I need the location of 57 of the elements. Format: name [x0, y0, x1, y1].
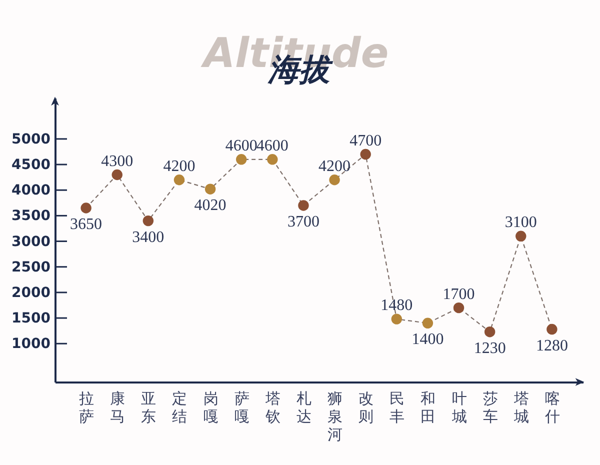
point — [391, 314, 402, 324]
x-tick-label: 喀什 — [544, 390, 560, 426]
point — [422, 318, 434, 329]
x-tick-label: 萨嘎 — [234, 390, 250, 426]
point — [453, 302, 464, 314]
data-label: 4700 — [350, 132, 382, 150]
x-tick-label: 塔钦 — [264, 390, 280, 426]
data-label: 4020 — [194, 197, 226, 214]
x-tick-label: 定结 — [172, 390, 188, 426]
data-label: 1230 — [474, 340, 506, 357]
data-label: 4600 — [225, 137, 258, 154]
y-tick-label: 5000 — [12, 131, 51, 148]
x-tick-label: 民丰 — [390, 390, 405, 426]
data-label: 4200 — [163, 158, 196, 175]
point — [360, 148, 371, 160]
x-tick-label: 和田 — [420, 390, 436, 426]
point — [142, 215, 154, 226]
point — [484, 326, 496, 338]
point — [516, 230, 526, 242]
x-tick-label: 札达 — [296, 390, 312, 426]
point — [204, 184, 216, 194]
x-tick-label: 狮泉河 — [328, 390, 343, 444]
data-label: 4600 — [256, 137, 288, 154]
x-tick-label: 康马 — [110, 390, 126, 426]
data-label: 3400 — [132, 228, 164, 246]
x-tick-label: 改则 — [358, 390, 374, 426]
data-label: 3700 — [287, 213, 320, 230]
point — [267, 154, 278, 165]
x-tick-label: 塔城 — [512, 390, 529, 426]
point — [298, 200, 309, 211]
y-tick-label: 4500 — [12, 157, 51, 174]
data-label: 3100 — [504, 214, 537, 232]
y-tick-label: 1500 — [12, 310, 51, 327]
data-label: 1400 — [412, 331, 444, 348]
point — [236, 154, 247, 165]
x-tick-label: 岗嘎 — [203, 390, 218, 426]
data-label: 1480 — [380, 297, 413, 314]
point — [112, 169, 122, 180]
y-tick-label: 2500 — [12, 259, 51, 276]
x-tick-label: 莎车 — [482, 390, 498, 426]
point — [546, 324, 558, 335]
x-tick-label: 拉萨 — [79, 390, 94, 426]
y-tick-label: 3500 — [12, 208, 51, 224]
data-label: 1280 — [536, 337, 568, 354]
y-tick-label: 4000 — [12, 182, 51, 199]
data-label: 3650 — [70, 216, 102, 234]
point — [329, 174, 340, 186]
y-tick-label: 3000 — [12, 234, 51, 250]
y-tick-label: 1000 — [12, 336, 51, 352]
data-label: 1700 — [442, 286, 475, 303]
data-label: 4200 — [318, 158, 351, 175]
x-tick-label: 亚东 — [141, 390, 156, 426]
point — [174, 174, 185, 186]
point — [80, 202, 92, 214]
x-tick-label: 叶城 — [450, 390, 467, 426]
y-tick-label: 2000 — [12, 284, 51, 301]
data-label: 4300 — [101, 152, 134, 170]
